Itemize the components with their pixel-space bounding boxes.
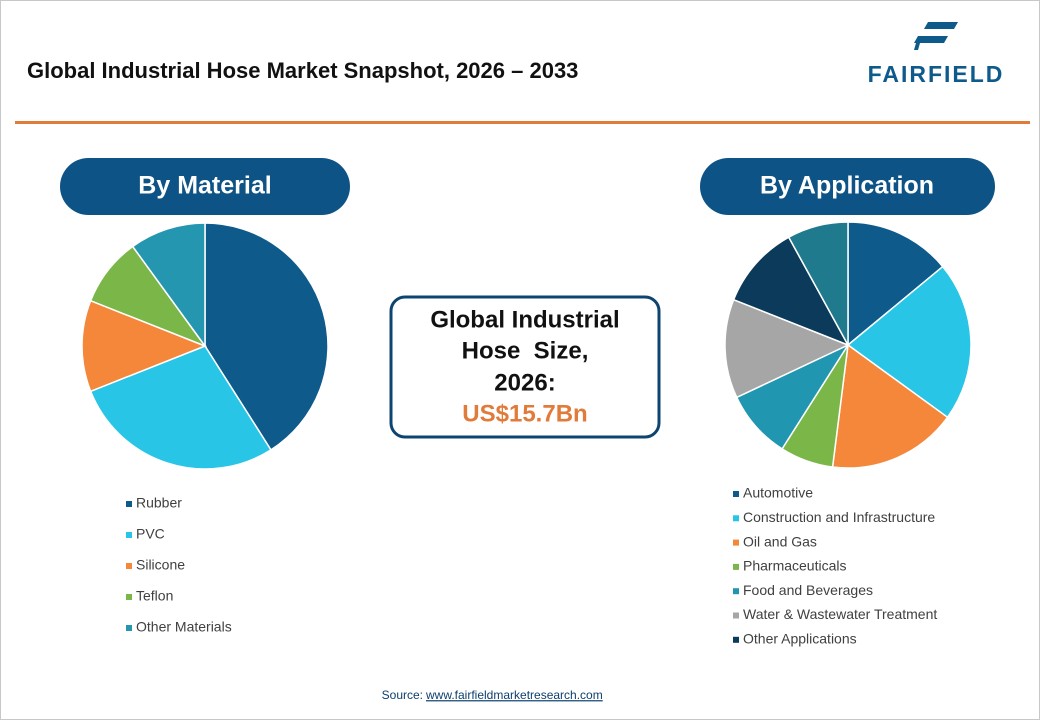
pie-slice	[131, 222, 206, 349]
pie-slice	[831, 343, 949, 469]
pie-slice	[847, 221, 944, 347]
callout-text: Hose Size,	[462, 337, 589, 364]
legend-label: Pharmaceuticals	[743, 558, 847, 574]
pie-slice	[846, 265, 972, 419]
legend-swatch	[126, 563, 132, 569]
section-pill	[60, 158, 350, 215]
pie-slice	[89, 345, 272, 470]
pie-slice	[787, 221, 849, 346]
source-link[interactable]: www.fairfieldmarketresearch.com	[425, 688, 603, 702]
legend-swatch	[733, 588, 739, 595]
legend-swatch	[126, 625, 132, 631]
pie-slice	[732, 236, 850, 347]
legend-swatch	[733, 636, 739, 643]
pie-slice	[724, 298, 850, 399]
legend-label: Other Applications	[743, 631, 857, 647]
legend-swatch	[733, 612, 739, 619]
legend-swatch	[126, 594, 132, 600]
legend-swatch	[733, 491, 739, 497]
legend-label: Construction and Infrastructure	[743, 509, 935, 525]
legend-label: Other Materials	[136, 619, 232, 635]
logo-icon	[914, 36, 948, 43]
section-title: By Material	[138, 172, 271, 200]
logo-text: FAIRFIELD	[868, 61, 1005, 87]
legend-label: Teflon	[136, 588, 173, 604]
divider	[15, 121, 1030, 124]
callout-box	[389, 295, 661, 439]
legend-label: PVC	[136, 526, 165, 542]
section-pill	[700, 158, 995, 215]
logo-icon	[914, 36, 922, 50]
pie-slice	[81, 299, 208, 393]
callout-text: Global Industrial	[430, 306, 619, 333]
logo-icon	[924, 22, 958, 29]
legend-swatch	[733, 563, 739, 570]
legend-label: Silicone	[136, 557, 185, 573]
source-label: Source:	[382, 688, 423, 702]
legend-swatch	[126, 532, 132, 538]
legend-swatch	[733, 539, 739, 546]
legend-swatch	[733, 515, 739, 522]
callout-value: US$15.7Bn	[462, 400, 587, 427]
logo: FAIRFIELD	[868, 22, 1005, 87]
legend-label: Rubber	[136, 495, 182, 511]
legend-label: Food and Beverages	[743, 582, 873, 598]
legend-label: Water & Wastewater Treatment	[743, 606, 937, 622]
page-title: Global Industrial Hose Market Snapshot, …	[27, 58, 578, 83]
legend-swatch	[126, 501, 132, 507]
legend-label: Automotive	[743, 485, 813, 501]
callout-text: 2026:	[494, 369, 555, 396]
legend-label: Oil and Gas	[743, 533, 817, 549]
section-title: By Application	[760, 172, 934, 200]
